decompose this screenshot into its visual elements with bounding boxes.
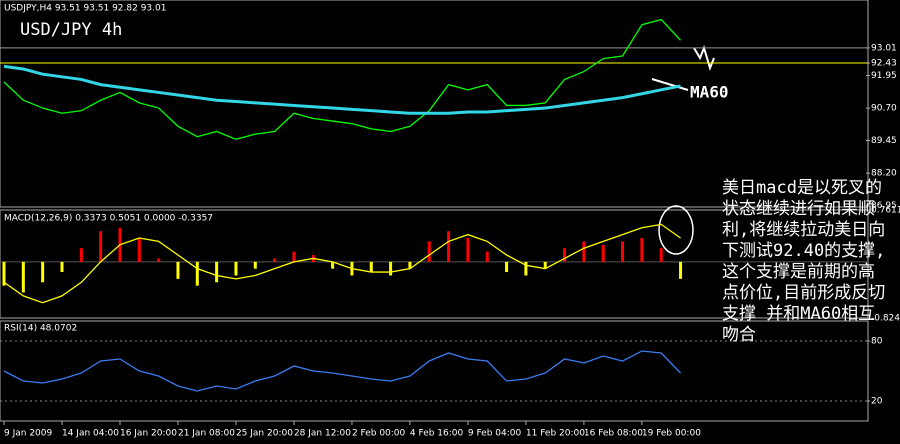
histogram-bar: [408, 261, 412, 269]
ma-label: MA60: [690, 83, 729, 102]
histogram-bar: [253, 261, 257, 269]
histogram-bar: [157, 258, 161, 262]
histogram-bar: [505, 261, 509, 273]
x-tick-label: 19 Feb 00:00: [642, 429, 701, 439]
x-tick-label: 21 Jan 08:00: [178, 429, 235, 439]
y-tick-label: -0.8246: [871, 314, 900, 324]
histogram-bar: [273, 258, 277, 262]
line-series: [3, 64, 681, 115]
histogram-bar: [79, 248, 83, 262]
y-tick-label: 90.70: [871, 104, 897, 114]
line-series: [3, 223, 681, 304]
histogram-bar: [601, 244, 605, 262]
macd-title: MACD(12,26,9) 0.3373 0.5051 0.0000 -0.33…: [4, 214, 213, 224]
y-tick-label: 89.45: [871, 136, 897, 146]
histogram-bar: [99, 231, 103, 262]
rsi-title: RSI(14) 48.0702: [4, 324, 77, 334]
x-tick-label: 9 Jan 2009: [4, 429, 52, 439]
x-tick-label: 28 Jan 12:00: [294, 429, 351, 439]
y-tick-label: 92.43: [871, 59, 897, 69]
histogram-bar: [563, 248, 567, 262]
x-tick-label: 11 Feb 20:00: [526, 429, 585, 439]
ma-pointer: [651, 78, 689, 91]
histogram-bar: [640, 237, 644, 262]
y-tick-label: 93.01: [871, 43, 897, 53]
y-tick-label: 91.95: [871, 71, 897, 81]
y-tick-label: 80: [871, 337, 883, 347]
histogram-bar: [543, 261, 547, 269]
highlight-circle: [658, 205, 694, 255]
histogram-bar: [195, 261, 199, 286]
chart-title: USDJPY,H4 93.51 93.51 92.82 93.01: [4, 4, 166, 14]
x-tick-label: 2 Feb 00:00: [352, 429, 406, 439]
x-tick-label: 25 Jan 20:00: [236, 429, 293, 439]
histogram-bar: [137, 237, 141, 262]
chart-subtitle: USD/JPY 4h: [20, 20, 122, 40]
histogram-bar: [60, 261, 64, 273]
histogram-bar: [21, 261, 25, 293]
arrow: [693, 44, 715, 72]
histogram-bar: [234, 261, 238, 276]
histogram-bar: [215, 261, 219, 283]
histogram-bar: [41, 261, 45, 283]
histogram-bar: [485, 251, 489, 262]
histogram-bar: [659, 248, 663, 262]
x-tick-label: 4 Feb 16:00: [410, 429, 464, 439]
histogram-bar: [427, 241, 431, 262]
histogram-bar: [621, 241, 625, 262]
histogram-bar: [176, 261, 180, 279]
line-series: [3, 350, 682, 392]
line-series: [3, 18, 682, 140]
x-tick-label: 9 Feb 04:00: [468, 429, 522, 439]
x-tick-label: 16 Feb 08:00: [584, 429, 643, 439]
macd-panel: [0, 209, 869, 319]
y-tick-label: 20: [871, 397, 883, 407]
main-panel: [0, 0, 869, 208]
histogram-bar: [679, 261, 683, 279]
histogram-bar: [466, 237, 470, 262]
histogram-bar: [524, 261, 528, 276]
rsi-panel: [0, 320, 869, 422]
x-tick-label: 14 Jan 04:00: [62, 429, 119, 439]
histogram-bar: [2, 261, 6, 286]
histogram-bar: [447, 231, 451, 262]
histogram-bar: [369, 261, 373, 273]
histogram-bar: [389, 261, 393, 276]
y-tick-label: 88.20: [871, 169, 897, 179]
histogram-bar: [292, 251, 296, 262]
note: 美日macd是以死叉的状态继续进行如果顺利,将继续拉动美日向下测试92.40的支…: [722, 178, 886, 345]
y-tick-label: 86.95: [871, 201, 897, 211]
x-tick-label: 16 Jan 20:00: [120, 429, 177, 439]
histogram-bar: [582, 241, 586, 262]
y-tick-label: 0.7611: [871, 206, 900, 216]
histogram-bar: [331, 261, 335, 269]
